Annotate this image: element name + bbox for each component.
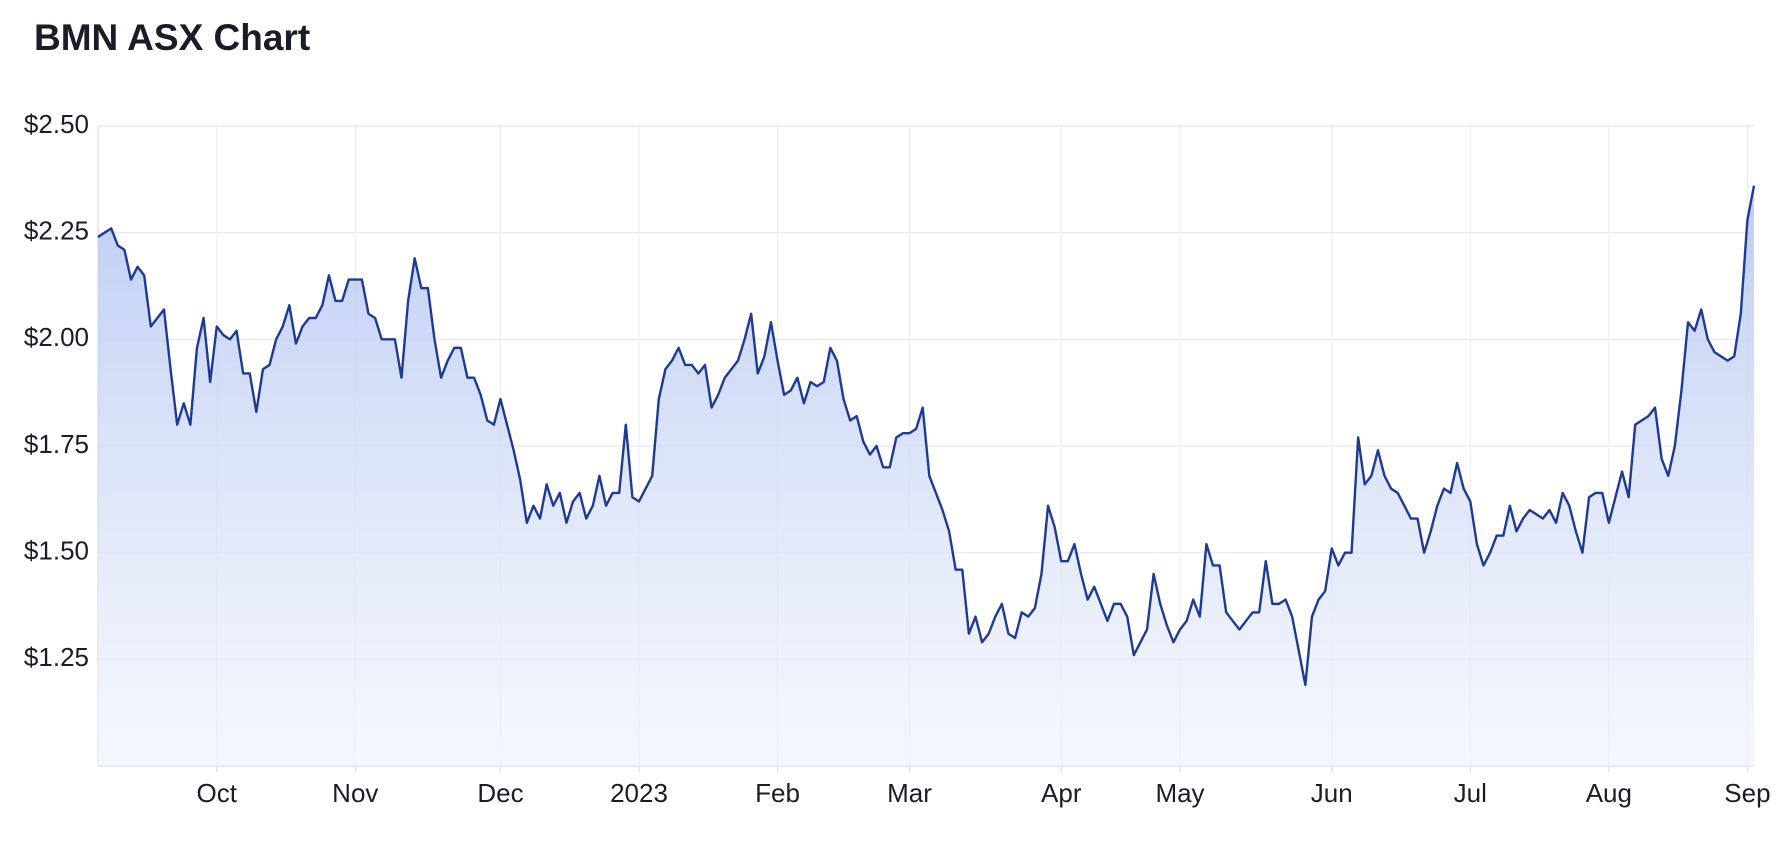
x-tick-label: May (1155, 778, 1204, 808)
plot (97, 185, 1756, 767)
x-tick-label: Feb (755, 778, 800, 808)
x-tick-label: Sep (1724, 778, 1770, 808)
x-tick-label: Oct (197, 778, 238, 808)
y-tick-label: $1.50 (24, 536, 89, 566)
y-tick-label: $1.75 (24, 429, 89, 459)
x-tick-label: Aug (1586, 778, 1632, 808)
area-fill (98, 185, 1754, 767)
x-tick-label: Jun (1311, 778, 1353, 808)
y-tick-label: $2.25 (24, 216, 89, 246)
x-tick-label: Apr (1041, 778, 1082, 808)
x-tick-label: Dec (477, 778, 523, 808)
x-tick-label: 2023 (610, 778, 668, 808)
axis-labels: $1.25 $1.50 $1.75 $2.00 $2.25 $2.50 Oct Nov Dec 2… (24, 109, 1771, 808)
y-tick-label: $2.00 (24, 322, 89, 352)
y-tick-label: $2.50 (24, 109, 89, 139)
x-tick-label: Mar (887, 778, 932, 808)
price-line (97, 185, 1756, 687)
y-tick-label: $1.25 (24, 642, 89, 672)
x-tick-label: Jul (1454, 778, 1487, 808)
x-tick-label: Nov (332, 778, 378, 808)
chart-title: BMN ASX Chart (34, 17, 310, 58)
